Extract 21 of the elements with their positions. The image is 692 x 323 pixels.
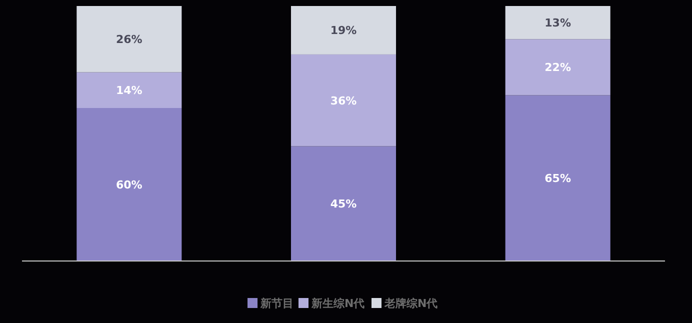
bar — [290, 146, 396, 261]
data-label: 14% — [116, 84, 142, 98]
data-label: 13% — [544, 16, 572, 30]
bar — [505, 6, 610, 40]
legend-label: 老牌综N代 — [384, 297, 438, 310]
data-label: 22% — [544, 61, 572, 74]
bar — [290, 6, 396, 54]
data-label: 65% — [544, 172, 572, 186]
bar — [290, 54, 396, 146]
data-label: 26% — [116, 33, 142, 46]
bar — [505, 95, 610, 261]
bar — [76, 6, 182, 72]
bar — [505, 39, 610, 96]
data-label: 60% — [116, 178, 142, 192]
legend-label: 新节目 — [260, 297, 294, 310]
legend-label: 新生综N代 — [310, 297, 365, 310]
data-label: 45% — [330, 198, 357, 211]
data-label: 19% — [330, 24, 357, 38]
bar — [76, 108, 182, 261]
bar — [76, 72, 182, 108]
data-label: 36% — [330, 94, 357, 108]
